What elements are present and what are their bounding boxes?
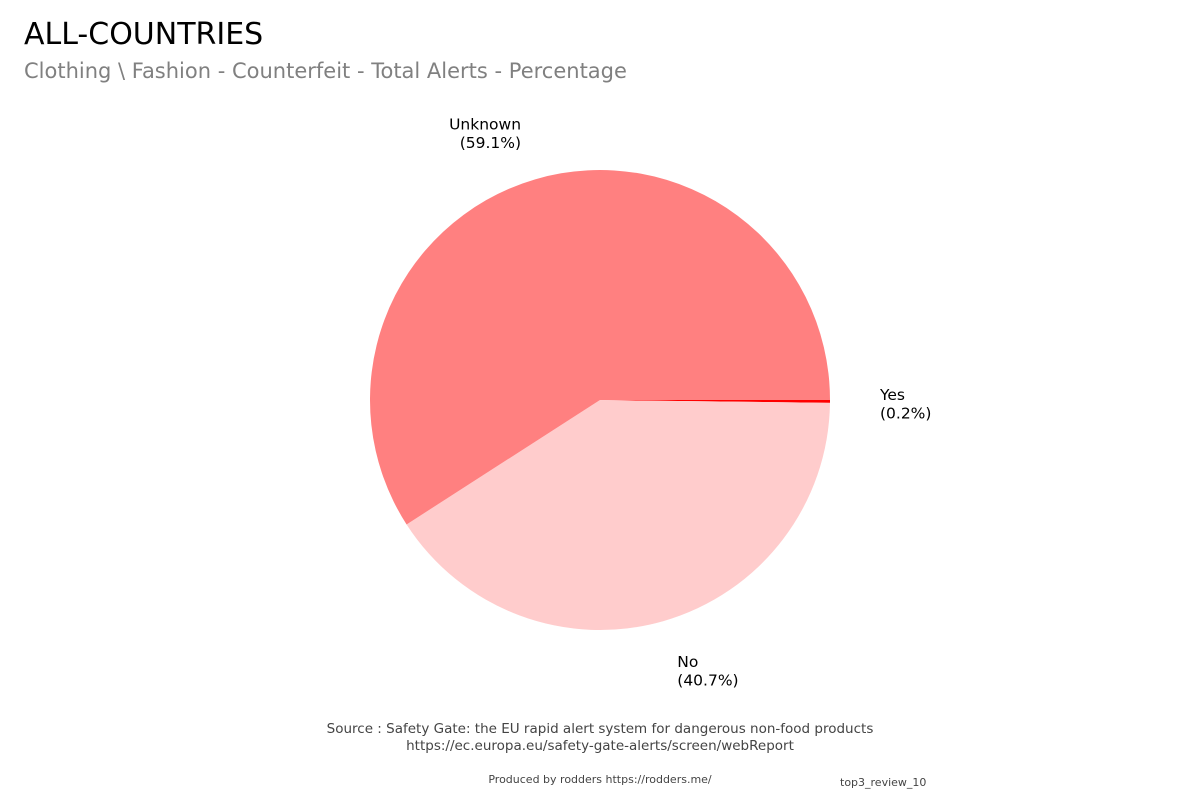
pie-value-label-yes: (0.2%) xyxy=(880,404,931,422)
pie-label-yes: Yes xyxy=(879,386,905,404)
pie-value-label-no: (40.7%) xyxy=(677,672,738,690)
pie-label-no: No xyxy=(677,653,698,671)
pie-slice-no xyxy=(406,400,830,630)
chart-subtitle: Clothing \ Fashion - Counterfeit - Total… xyxy=(24,59,627,83)
source-note: Source : Safety Gate: the EU rapid alert… xyxy=(0,721,1200,755)
chart-title: ALL-COUNTRIES xyxy=(24,17,264,52)
credit-note: Produced by rodders https://rodders.me/ xyxy=(488,773,712,786)
pie-slices xyxy=(369,169,830,630)
pie-label-unknown: Unknown xyxy=(449,115,521,133)
pie-slice-yes xyxy=(600,400,830,403)
source-line-1: Source : Safety Gate: the EU rapid alert… xyxy=(326,721,874,737)
pie-labels: Yes(0.2%) No(40.7%) Unknown(59.1%) xyxy=(449,115,931,689)
pie-slice-unknown xyxy=(369,169,830,525)
report-tag: top3_review_10 xyxy=(840,776,927,789)
source-line-2: https://ec.europa.eu/safety-gate-alerts/… xyxy=(406,738,794,754)
pie-value-label-unknown: (59.1%) xyxy=(460,134,521,152)
